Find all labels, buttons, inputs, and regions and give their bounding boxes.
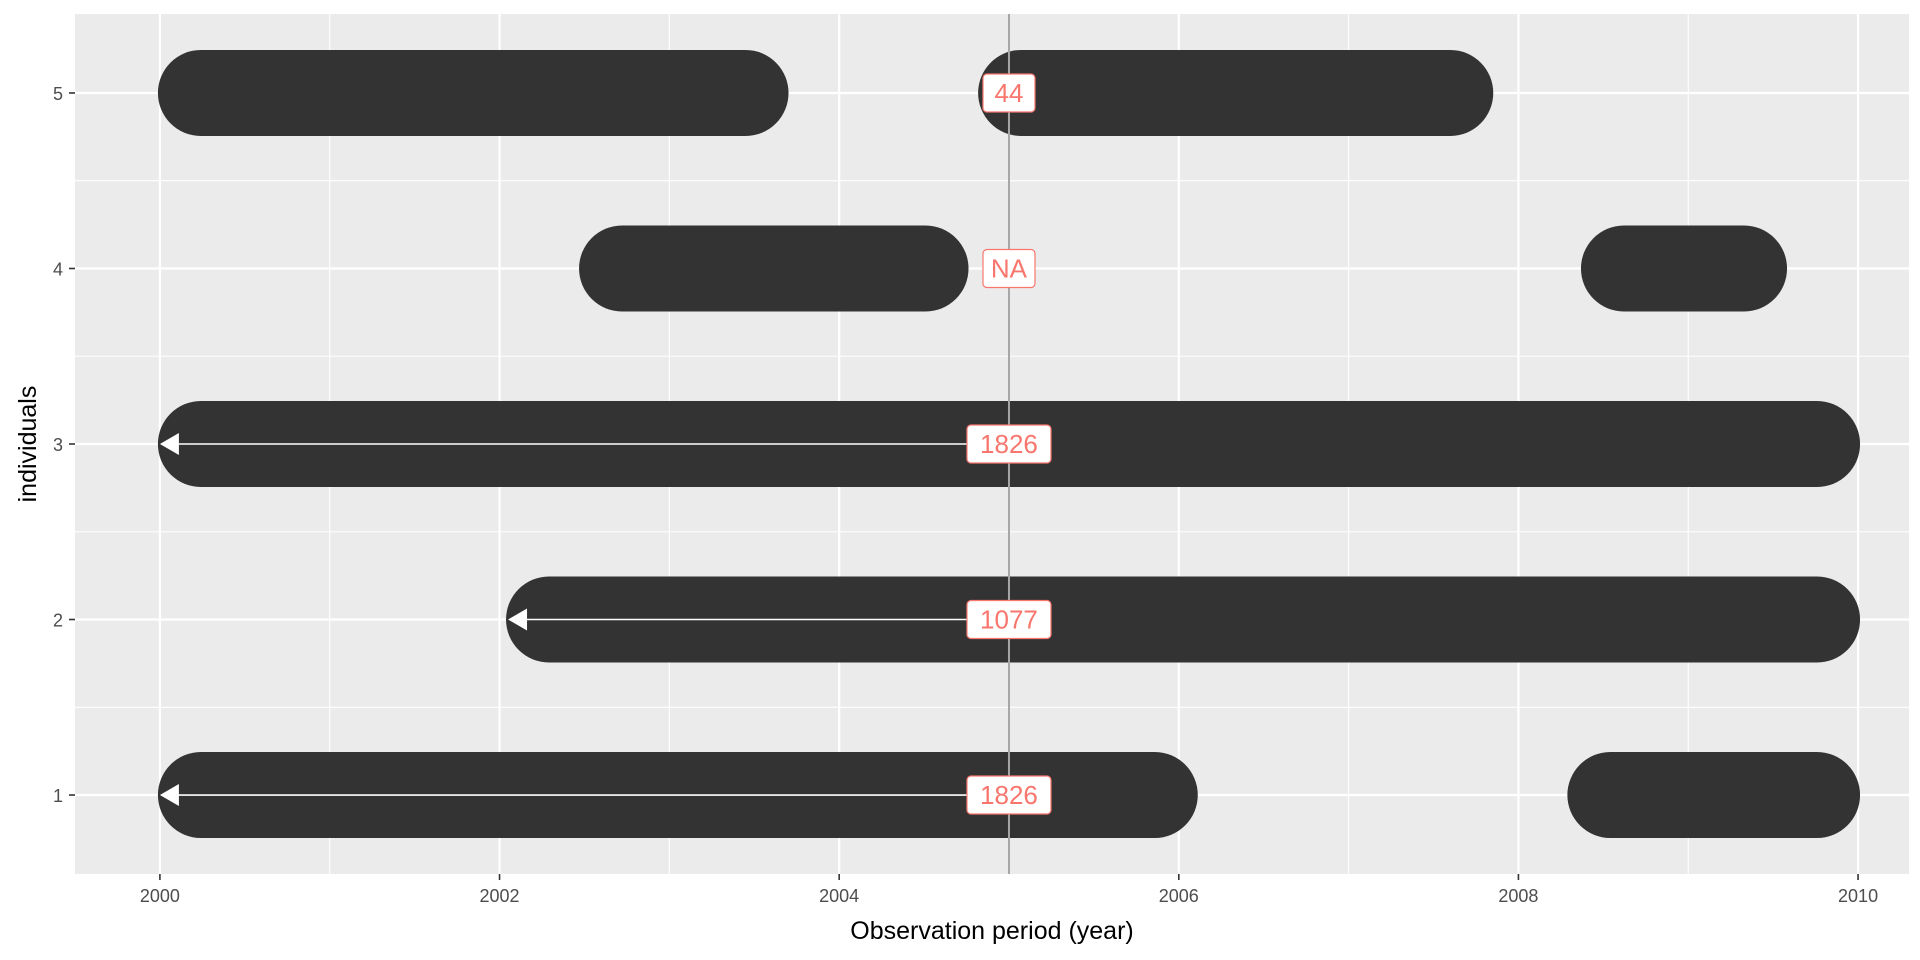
x-tick-label: 2004 — [819, 886, 859, 906]
duration-label-box-4 — [982, 248, 1036, 289]
duration-label-box-3 — [966, 424, 1052, 464]
x-tick-label: 2006 — [1159, 886, 1199, 906]
y-axis-title: individuals — [14, 386, 42, 503]
duration-label-4: NA — [991, 253, 1028, 283]
y-tick-label: 2 — [53, 611, 63, 631]
duration-label-box-1 — [966, 775, 1052, 815]
x-axis: 2000 2002 2004 2006 2008 2010 — [140, 874, 1878, 906]
x-tick-label: 2010 — [1838, 886, 1878, 906]
duration-label-5: 44 — [995, 78, 1024, 108]
y-tick-label: 1 — [53, 786, 63, 806]
duration-arrow-head-2 — [508, 608, 528, 631]
duration-label-3: 1826 — [980, 429, 1038, 459]
duration-label-box-5 — [982, 73, 1036, 113]
duration-label-box-2 — [966, 599, 1052, 640]
x-tick-label: 2000 — [140, 886, 180, 906]
y-axis: 1 2 3 4 5 — [53, 84, 75, 806]
duration-arrow-head-1 — [159, 784, 179, 807]
duration-arrow-head-3 — [159, 433, 179, 455]
duration-label-2: 1077 — [980, 605, 1038, 635]
y-tick-label: 3 — [53, 435, 63, 455]
x-axis-title: Observation period (year) — [850, 917, 1133, 945]
x-tick-label: 2008 — [1498, 886, 1538, 906]
y-tick-label: 5 — [53, 84, 63, 104]
duration-labels: 1826 1077 1826 NA 44 — [966, 73, 1052, 815]
x-tick-label: 2002 — [480, 886, 520, 906]
duration-label-1: 1826 — [980, 780, 1038, 810]
y-tick-label: 4 — [53, 259, 63, 279]
